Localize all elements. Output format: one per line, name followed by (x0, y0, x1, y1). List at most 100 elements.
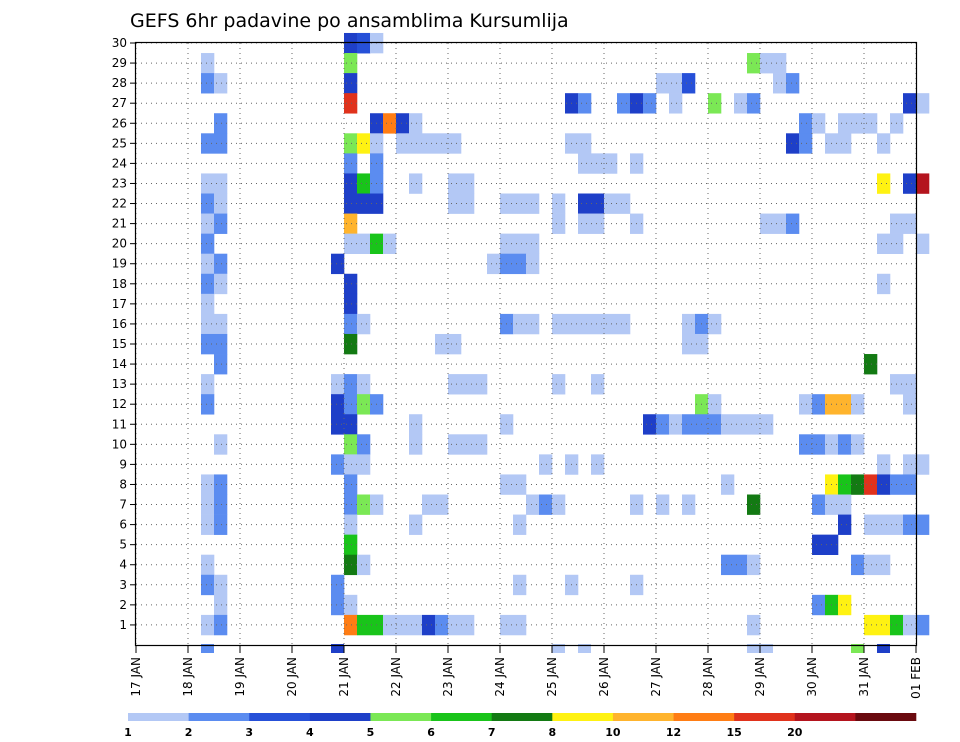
cell-member-16 (682, 313, 696, 335)
colorbar-label: 5 (367, 726, 375, 739)
x-tick-label: 31 JAN (857, 657, 871, 697)
cell-member-1 (422, 614, 436, 636)
y-tick-label: 7 (119, 498, 127, 512)
cell-member-13 (591, 374, 605, 395)
cell-member-24 (344, 153, 358, 174)
colorbar-swatch (128, 713, 189, 721)
cell-member-29 (747, 53, 761, 74)
cell-member-7 (812, 494, 826, 515)
cell-member-28 (344, 73, 358, 94)
cell-member-19 (500, 253, 527, 275)
cell-member-8 (890, 474, 917, 495)
cell-member-12 (812, 394, 826, 415)
cell-member-7 (539, 494, 553, 515)
cell-member-15 (682, 333, 709, 355)
heatmap-cells (201, 32, 930, 636)
cell-member-1 (214, 614, 228, 636)
colorbar-swatch (794, 713, 856, 721)
y-tick-label: 28 (112, 76, 127, 90)
cell-member-28 (201, 73, 215, 94)
cell-member-22 (552, 193, 566, 214)
y-tick-label: 8 (119, 477, 127, 491)
cell-member-26 (812, 113, 826, 134)
cell-member-25 (877, 133, 891, 154)
y-tick-label: 3 (119, 578, 127, 592)
y-tick-label: 24 (112, 156, 127, 170)
y-tick-label: 21 (112, 217, 127, 231)
cell-member-25 (825, 133, 852, 154)
cell-member-27 (708, 93, 722, 114)
y-tick-label: 11 (112, 417, 127, 431)
edge-cell (851, 644, 864, 653)
x-tick-label: 19 JAN (233, 657, 247, 697)
cell-member-8 (344, 474, 358, 495)
colorbar-label: 3 (245, 726, 253, 739)
cell-member-26 (214, 113, 228, 134)
edge-cell (578, 644, 591, 653)
cell-member-23 (903, 173, 917, 194)
cell-member-19 (526, 253, 540, 275)
cell-member-25 (799, 133, 813, 154)
cell-member-13 (890, 374, 917, 395)
colorbar-label: 6 (427, 726, 435, 739)
y-tick-label: 6 (119, 518, 127, 532)
cell-member-1 (864, 614, 891, 636)
cell-member-8 (838, 474, 852, 495)
cell-member-27 (734, 93, 748, 114)
cell-member-27 (344, 93, 358, 114)
cell-member-15 (435, 333, 462, 355)
cell-member-6 (903, 514, 917, 535)
cell-member-25 (786, 133, 800, 154)
y-tick-label: 19 (112, 257, 127, 271)
cell-member-11 (669, 414, 683, 435)
cell-member-11 (331, 414, 358, 435)
y-tick-label: 29 (112, 56, 127, 70)
cell-member-6 (916, 514, 930, 535)
cell-member-10 (838, 434, 852, 455)
cell-member-6 (409, 514, 423, 535)
cell-member-5 (812, 534, 839, 555)
y-tick-label: 20 (112, 237, 127, 251)
cell-member-18 (344, 273, 358, 295)
cell-member-8 (214, 474, 228, 495)
y-tick-label: 2 (119, 598, 127, 612)
cell-member-25 (396, 133, 462, 154)
cell-member-6 (214, 514, 228, 535)
cell-member-19 (214, 253, 228, 275)
colorbar-label: 4 (306, 726, 314, 739)
cell-member-6 (864, 514, 878, 535)
cell-member-26 (838, 113, 878, 134)
cell-member-3 (214, 574, 228, 596)
cell-member-15 (201, 333, 228, 355)
x-tick-label: 25 JAN (545, 657, 559, 697)
cell-member-21 (760, 213, 787, 234)
y-tick-label: 10 (112, 437, 127, 451)
colorbar-label: 12 (666, 726, 681, 739)
cell-member-17 (344, 293, 358, 315)
cell-member-29 (201, 53, 215, 74)
cell-member-7 (214, 494, 228, 515)
cell-member-3 (513, 574, 527, 596)
cell-member-2 (344, 594, 358, 616)
cell-member-1 (344, 614, 358, 636)
cell-member-7 (422, 494, 449, 515)
x-tick-label: 20 JAN (285, 657, 299, 697)
y-tick-label: 18 (112, 277, 127, 291)
y-tick-label: 14 (112, 357, 127, 371)
x-tick-label: 30 JAN (805, 657, 819, 697)
colorbar-swatch (552, 713, 614, 721)
cell-member-20 (500, 233, 540, 254)
cell-member-4 (201, 554, 215, 576)
colorbar-swatch (491, 713, 553, 721)
cell-member-18 (877, 273, 891, 295)
cell-member-4 (747, 554, 761, 576)
cell-member-27 (916, 93, 930, 114)
cell-member-22 (344, 193, 384, 214)
cell-member-3 (331, 574, 345, 596)
cell-member-4 (851, 554, 865, 576)
cell-member-13 (344, 374, 358, 395)
cell-member-13 (448, 374, 488, 395)
cell-member-7 (682, 494, 696, 515)
cell-member-25 (201, 133, 228, 154)
cell-member-27 (617, 93, 631, 114)
